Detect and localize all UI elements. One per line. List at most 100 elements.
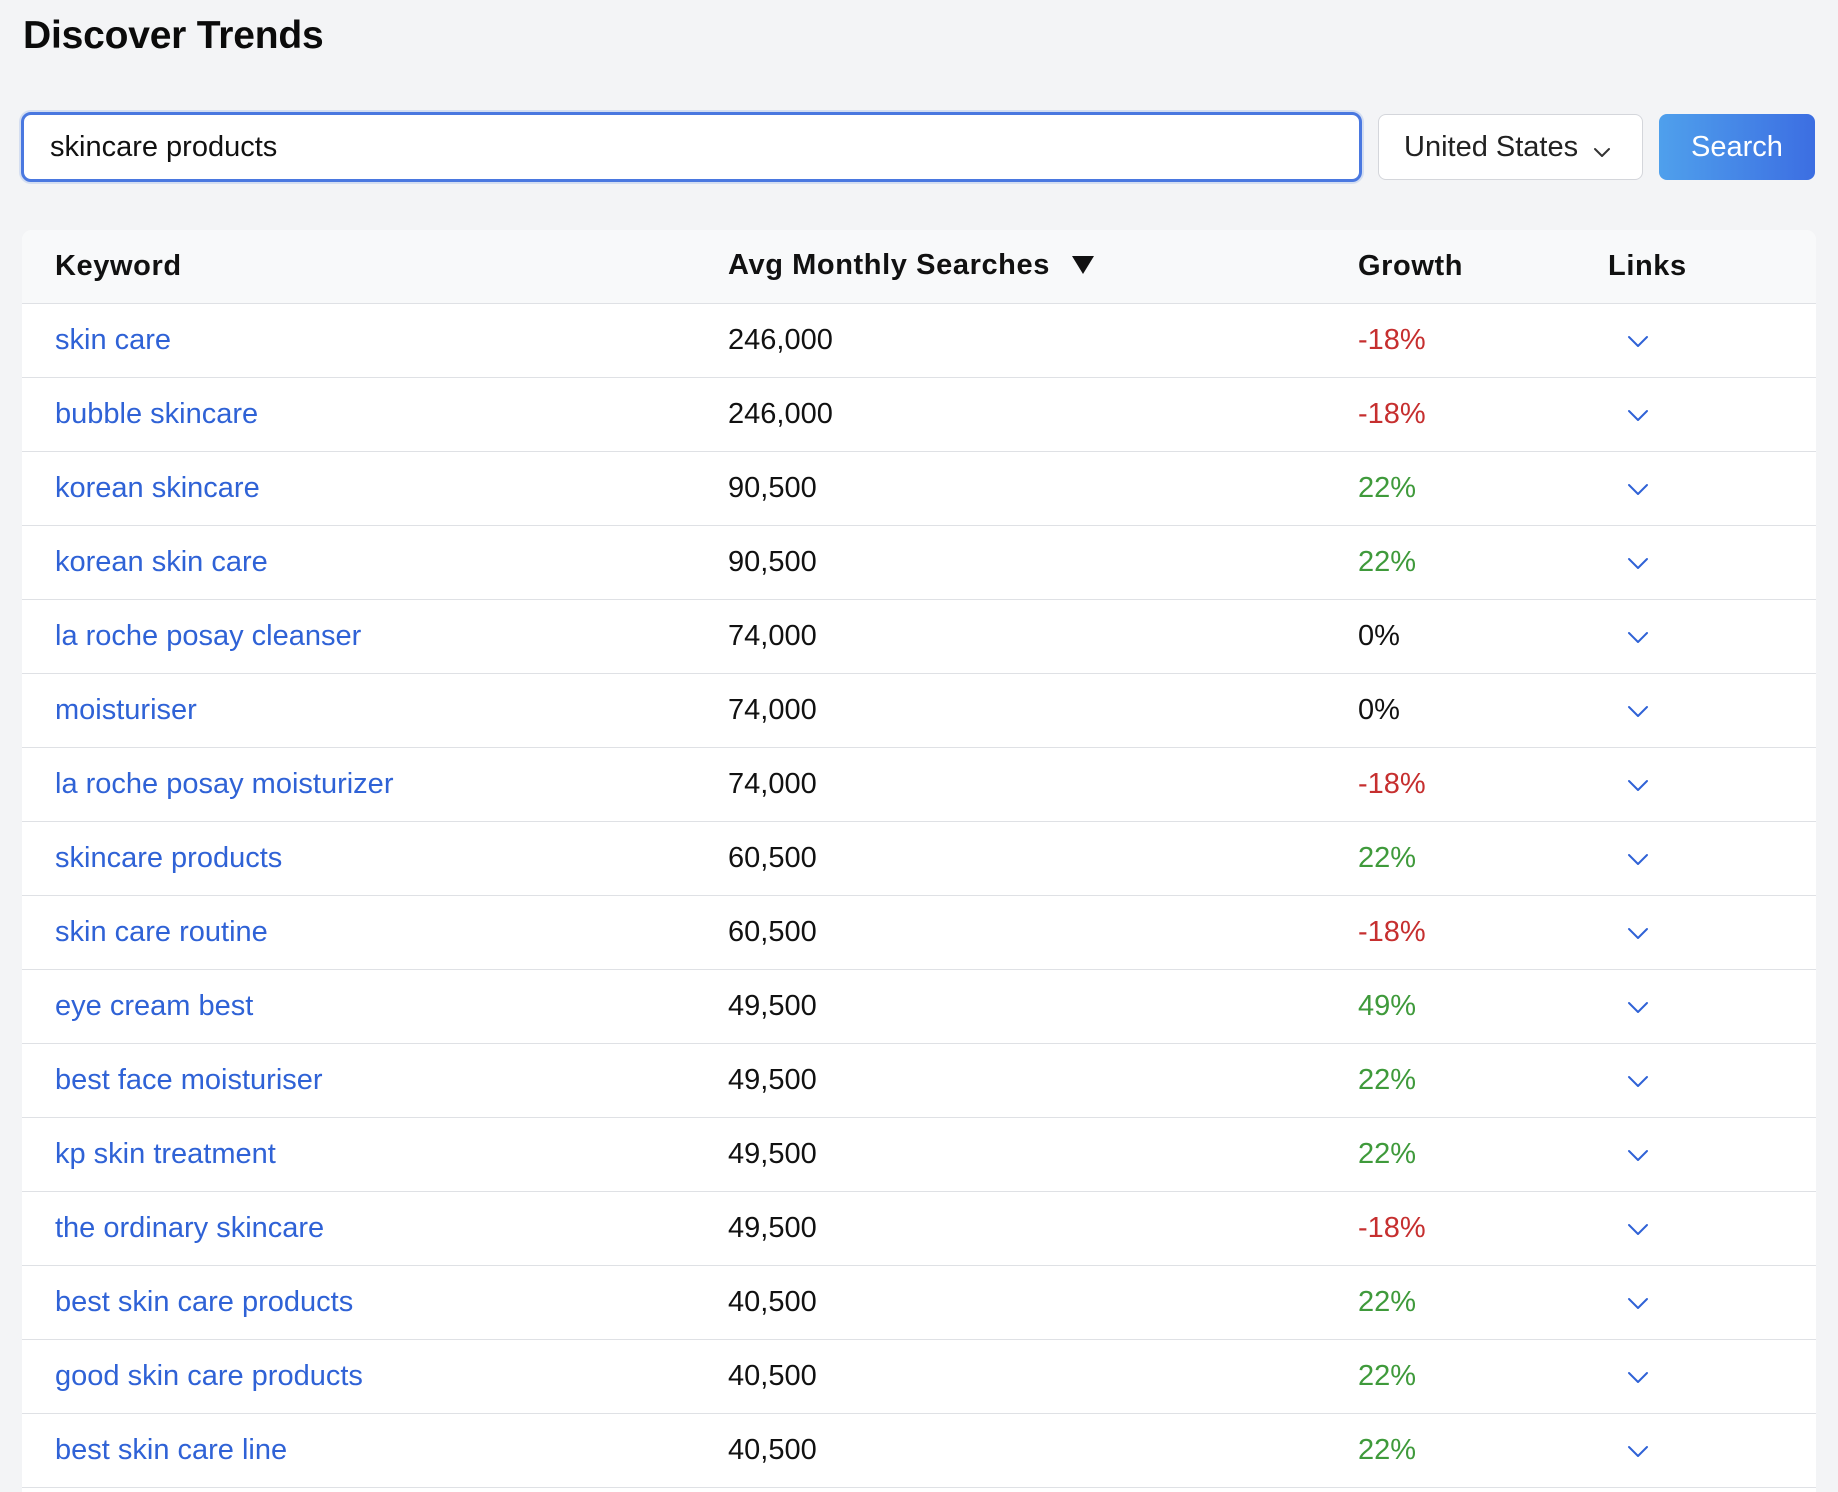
avg-searches-cell: 60,500 xyxy=(728,841,817,874)
keyword-link[interactable]: eye cream best xyxy=(55,989,254,1022)
avg-searches-cell: 90,500 xyxy=(728,471,817,504)
keyword-link[interactable]: bubble skincare xyxy=(55,397,259,430)
sort-desc-icon xyxy=(1071,251,1095,284)
avg-searches-cell: 49,500 xyxy=(728,1063,817,1096)
keyword-link[interactable]: skin care routine xyxy=(55,915,268,948)
keyword-link[interactable]: moisturiser xyxy=(55,693,197,726)
table-row: korean skincare 90,500 22% xyxy=(22,451,1816,525)
keyword-link[interactable]: korean skincare xyxy=(55,471,260,504)
chevron-down-icon[interactable] xyxy=(1624,1289,1652,1317)
column-header-links: Links xyxy=(1608,230,1816,303)
avg-searches-cell: 90,500 xyxy=(728,545,817,578)
keyword-cell: moisturiser xyxy=(22,673,728,747)
avg-searches-cell: 246,000 xyxy=(728,323,833,356)
chevron-down-icon[interactable] xyxy=(1624,697,1652,725)
avg-searches-cell: 49,500 xyxy=(728,989,817,1022)
keyword-link[interactable]: the ordinary skincare xyxy=(55,1211,325,1244)
keyword-link[interactable]: kp skin treatment xyxy=(55,1137,276,1170)
avg-searches-cell: 40,500 xyxy=(728,1433,817,1466)
chevron-down-icon[interactable] xyxy=(1624,1141,1652,1169)
links-cell xyxy=(1608,303,1816,377)
links-cell xyxy=(1608,599,1816,673)
chevron-down-icon[interactable] xyxy=(1624,1215,1652,1243)
keyword-link[interactable]: la roche posay moisturizer xyxy=(55,767,394,800)
chevron-down-icon[interactable] xyxy=(1624,845,1652,873)
links-cell xyxy=(1608,451,1816,525)
links-cell xyxy=(1608,1413,1816,1487)
keyword-link[interactable]: skincare products xyxy=(55,841,283,874)
growth-cell: 22% xyxy=(1358,1137,1417,1170)
growth-cell: -18% xyxy=(1358,397,1426,430)
links-cell xyxy=(1608,377,1816,451)
table-row: la roche posay cleanser 74,000 0% xyxy=(22,599,1816,673)
keyword-cell: skin care xyxy=(22,303,728,377)
keyword-link[interactable]: la roche posay cleanser xyxy=(55,619,362,652)
chevron-down-icon[interactable] xyxy=(1624,549,1652,577)
table-row: kp skin treatment 49,500 22% xyxy=(22,1117,1816,1191)
links-cell xyxy=(1608,821,1816,895)
table-row: best skin care line 40,500 22% xyxy=(22,1413,1816,1487)
growth-cell: 22% xyxy=(1358,1285,1417,1318)
keyword-table: Keyword Avg Monthly Searches Growth xyxy=(22,230,1816,1488)
chevron-down-icon[interactable] xyxy=(1624,919,1652,947)
search-input[interactable] xyxy=(21,112,1362,182)
keyword-link[interactable]: best skin care line xyxy=(55,1433,288,1466)
search-button[interactable]: Search xyxy=(1659,114,1815,180)
table-row: skin care 246,000 -18% xyxy=(22,303,1816,377)
page-title: Discover Trends xyxy=(23,14,324,57)
chevron-down-icon[interactable] xyxy=(1624,327,1652,355)
column-header-growth-label: Growth xyxy=(1358,249,1464,282)
links-cell xyxy=(1608,525,1816,599)
avg-searches-cell: 60,500 xyxy=(728,915,817,948)
chevron-down-icon[interactable] xyxy=(1624,401,1652,429)
growth-cell: 22% xyxy=(1358,841,1417,874)
links-cell xyxy=(1608,1265,1816,1339)
country-select-value: United States xyxy=(1404,130,1579,163)
table-row: eye cream best 49,500 49% xyxy=(22,969,1816,1043)
keyword-table-card: Keyword Avg Monthly Searches Growth xyxy=(22,230,1816,1492)
table-row: la roche posay moisturizer 74,000 -18% xyxy=(22,747,1816,821)
keyword-cell: korean skin care xyxy=(22,525,728,599)
keyword-link[interactable]: best skin care products xyxy=(55,1285,354,1318)
avg-searches-cell: 40,500 xyxy=(728,1359,817,1392)
chevron-down-icon[interactable] xyxy=(1624,1363,1652,1391)
links-cell xyxy=(1608,1339,1816,1413)
table-row: good skin care products 40,500 22% xyxy=(22,1339,1816,1413)
country-select[interactable]: United States xyxy=(1378,114,1643,180)
column-header-keyword[interactable]: Keyword xyxy=(22,230,728,303)
table-row: the ordinary skincare 49,500 -18% xyxy=(22,1191,1816,1265)
growth-cell: -18% xyxy=(1358,767,1426,800)
avg-searches-cell: 49,500 xyxy=(728,1211,817,1244)
links-cell xyxy=(1608,1117,1816,1191)
keyword-link[interactable]: korean skin care xyxy=(55,545,268,578)
links-cell xyxy=(1608,895,1816,969)
chevron-down-icon[interactable] xyxy=(1624,993,1652,1021)
chevron-down-icon[interactable] xyxy=(1624,771,1652,799)
avg-searches-cell: 74,000 xyxy=(728,619,817,652)
chevron-down-icon[interactable] xyxy=(1624,475,1652,503)
avg-searches-cell: 74,000 xyxy=(728,767,817,800)
chevron-down-icon[interactable] xyxy=(1624,1067,1652,1095)
table-body: skin care 246,000 -18% bubble skincare 246,0… xyxy=(22,303,1816,1487)
links-cell xyxy=(1608,747,1816,821)
chevron-down-icon[interactable] xyxy=(1624,623,1652,651)
keyword-cell: good skin care products xyxy=(22,1339,728,1413)
growth-cell: 49% xyxy=(1358,989,1417,1022)
column-header-links-label: Links xyxy=(1608,249,1687,282)
table-row: korean skin care 90,500 22% xyxy=(22,525,1816,599)
keyword-link[interactable]: good skin care products xyxy=(55,1359,363,1392)
table-row: moisturiser 74,000 0% xyxy=(22,673,1816,747)
chevron-down-icon[interactable] xyxy=(1624,1437,1652,1465)
column-header-avg-monthly-searches[interactable]: Avg Monthly Searches xyxy=(728,230,1358,303)
column-header-growth[interactable]: Growth xyxy=(1358,230,1608,303)
growth-cell: 22% xyxy=(1358,1433,1417,1466)
growth-cell: 22% xyxy=(1358,545,1417,578)
growth-cell: 0% xyxy=(1358,693,1400,726)
keyword-cell: la roche posay cleanser xyxy=(22,599,728,673)
keyword-link[interactable]: skin care xyxy=(55,323,172,356)
growth-cell: -18% xyxy=(1358,1211,1426,1244)
avg-searches-cell: 49,500 xyxy=(728,1137,817,1170)
links-cell xyxy=(1608,1043,1816,1117)
keyword-link[interactable]: best face moisturiser xyxy=(55,1063,323,1096)
